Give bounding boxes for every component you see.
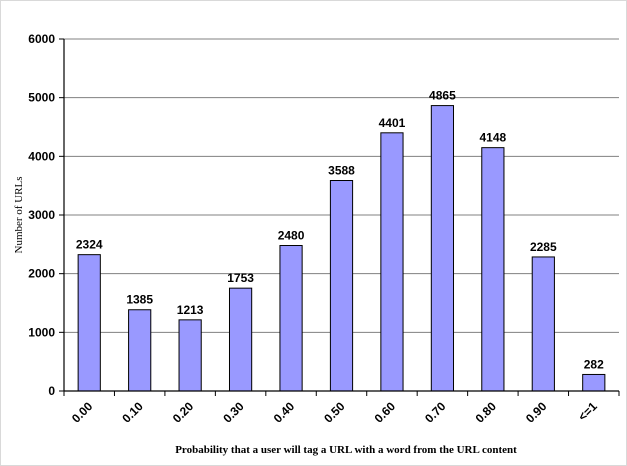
x-tick-label: <=1 — [575, 399, 600, 424]
bar — [531, 256, 555, 392]
x-tick-label: 0.70 — [422, 399, 449, 426]
bar — [228, 287, 253, 392]
bar — [430, 105, 455, 392]
y-tick-label: 5000 — [28, 91, 55, 105]
data-label: 282 — [584, 357, 604, 371]
data-label: 1753 — [227, 271, 254, 285]
data-label: 4148 — [480, 131, 507, 145]
y-tick-label: 2000 — [28, 267, 55, 281]
x-tick-labels: 0.00 0.10 0.20 0.30 0.40 0.50 0.60 0.70 0.80 0.90… — [69, 399, 600, 426]
x-tick-label: 0.20 — [170, 399, 197, 426]
bars — [77, 105, 606, 392]
y-tick-label: 4000 — [28, 149, 55, 163]
x-tick-label: 0.00 — [69, 399, 96, 426]
x-tick-label: 0.30 — [220, 399, 247, 426]
x-tick-label: 0.90 — [523, 399, 550, 426]
bar — [380, 132, 404, 392]
data-labels: 2324 1385 1213 1753 2480 3588 4401 4865 4148 2285… — [76, 89, 604, 372]
data-label: 1213 — [177, 303, 204, 317]
y-tick-labels: 0 1000 2000 3000 4000 5000 6000 — [28, 32, 55, 398]
x-tick-label: 0.60 — [372, 399, 399, 426]
data-label: 2480 — [278, 229, 305, 243]
data-label: 1385 — [126, 293, 153, 307]
x-tick-label: 0.80 — [473, 399, 500, 426]
bar — [178, 319, 202, 392]
bar — [279, 245, 303, 392]
y-tick-label: 3000 — [28, 208, 55, 222]
x-tick-label: 0.50 — [321, 399, 348, 426]
axes — [59, 38, 620, 396]
data-label: 4401 — [379, 116, 406, 130]
bar — [582, 373, 606, 392]
data-label: 3588 — [328, 164, 355, 178]
data-label: 2324 — [76, 238, 103, 252]
bar — [481, 147, 505, 392]
x-tick-label: 0.40 — [271, 399, 298, 426]
y-axis-title: Number of URLs — [13, 177, 25, 254]
y-tick-label: 1000 — [28, 325, 55, 339]
y-tick-label: 6000 — [28, 32, 55, 46]
data-label: 2285 — [530, 240, 557, 254]
bar — [128, 309, 152, 392]
y-tick-label: 0 — [48, 384, 55, 398]
x-axis-title: Probability that a user will tag a URL w… — [175, 444, 517, 456]
data-label: 4865 — [429, 89, 456, 103]
x-tick-label: 0.10 — [119, 399, 146, 426]
bar — [329, 180, 354, 392]
bar — [77, 254, 101, 392]
